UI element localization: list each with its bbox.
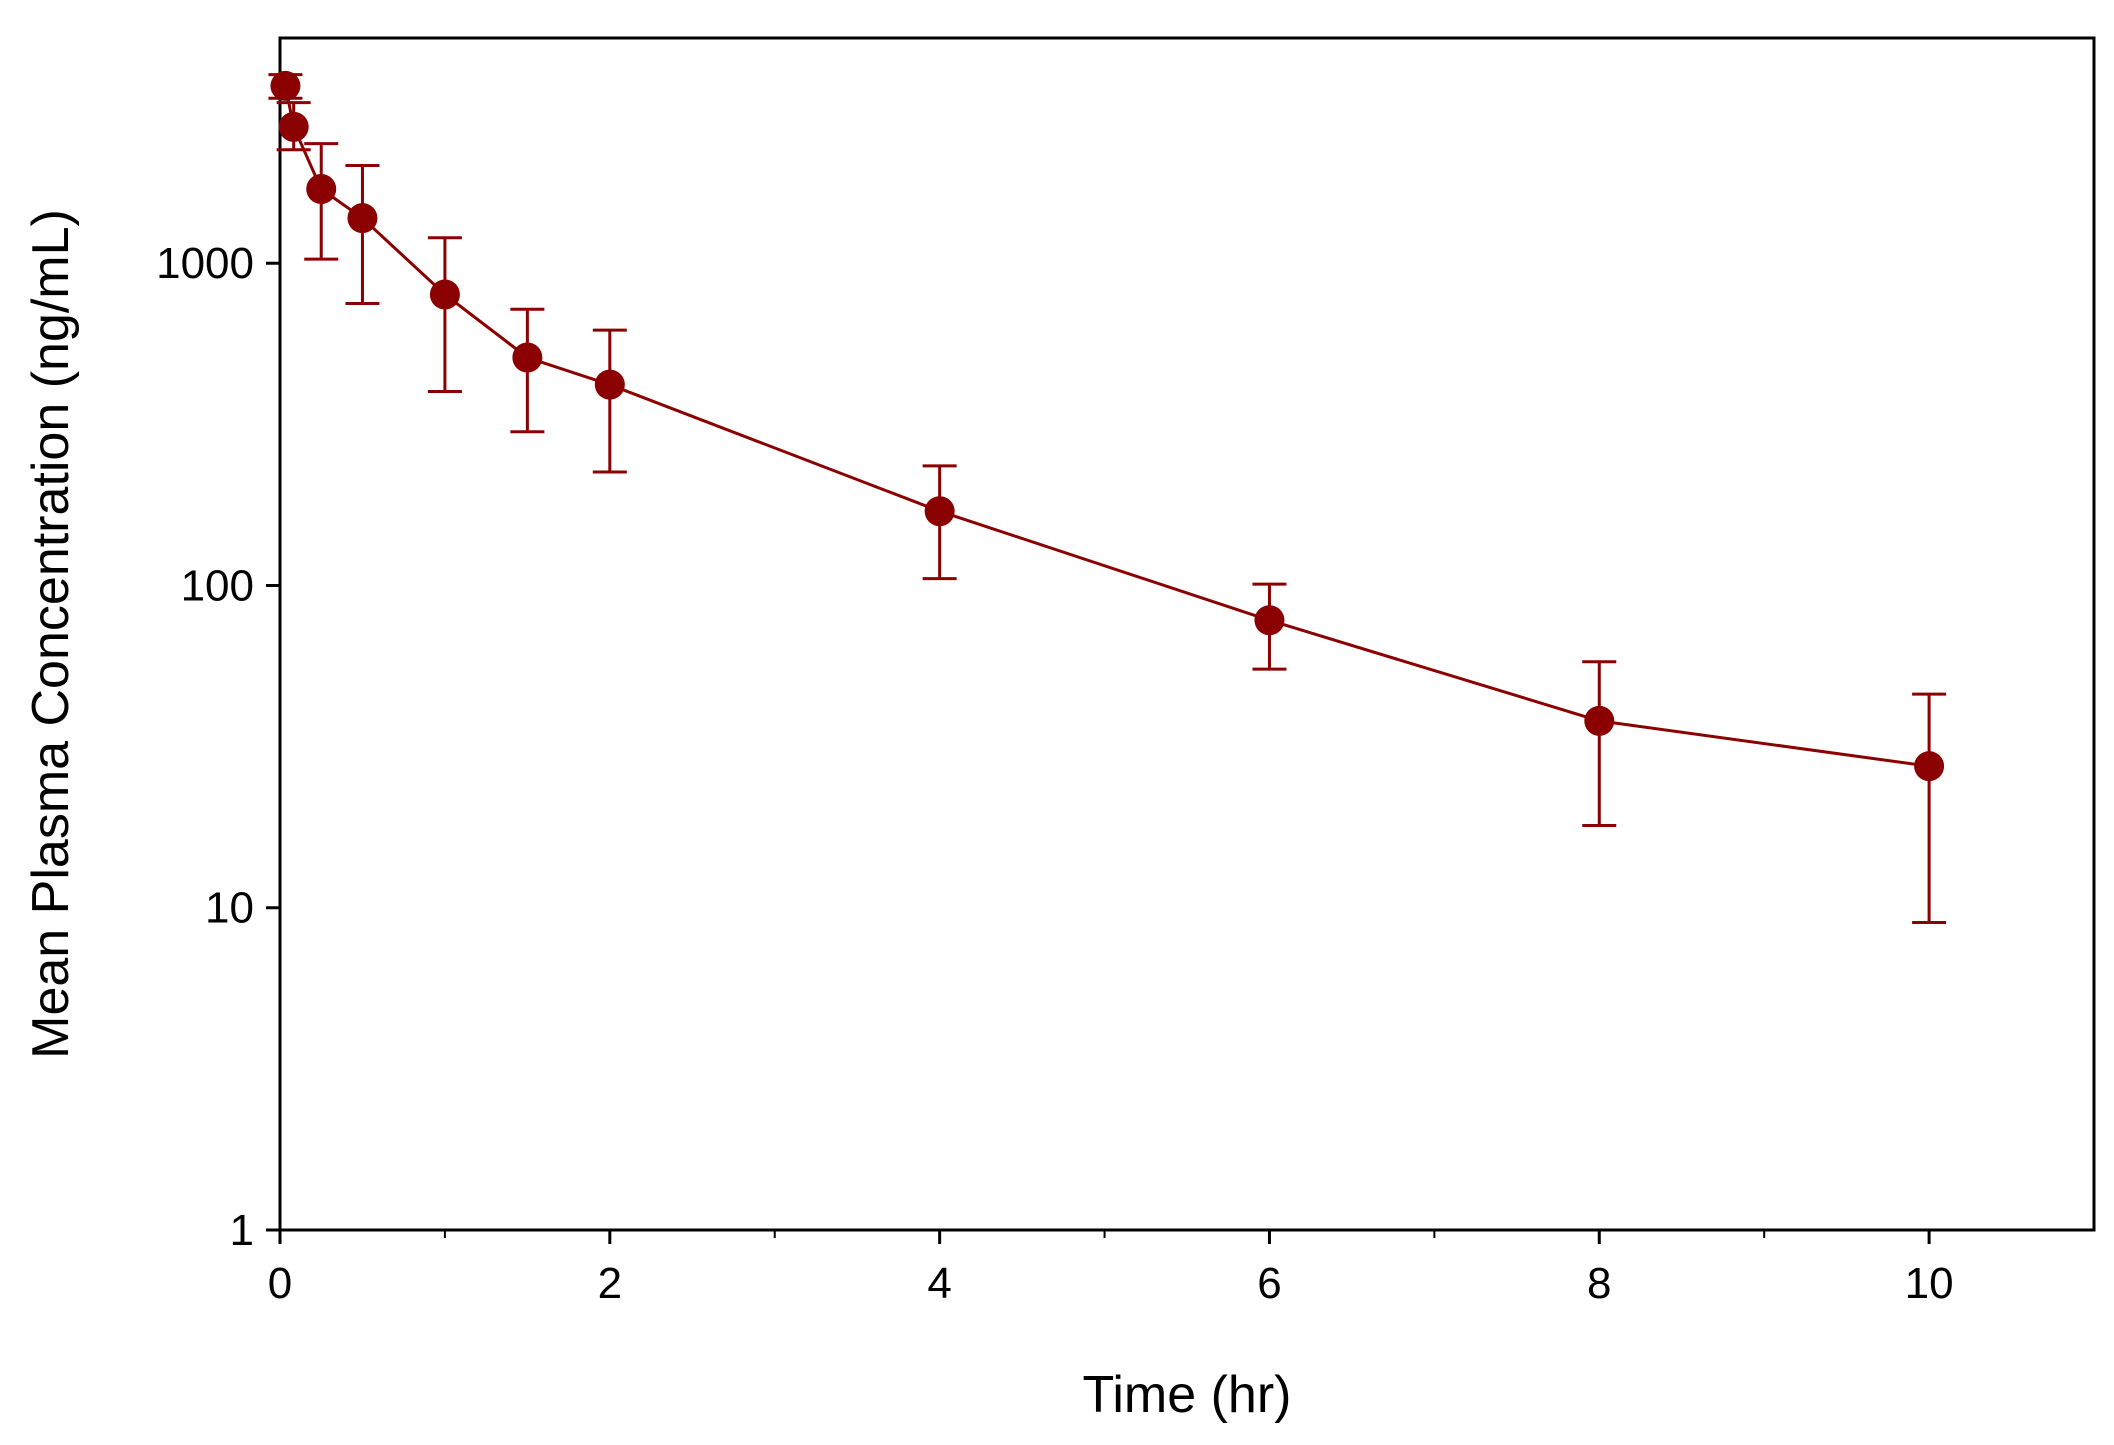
y-axis-title: Mean Plasma Concentration (ng/mL) [22, 209, 80, 1059]
x-tick-label: 4 [927, 1259, 951, 1308]
y-tick-label: 1000 [156, 239, 254, 288]
x-tick-label: 6 [1257, 1259, 1281, 1308]
y-axis: 1 10 100 1000 [156, 239, 280, 1255]
data-point [594, 369, 625, 400]
series-line [283, 85, 1930, 768]
data-point [278, 111, 309, 142]
x-tick-label: 2 [598, 1259, 622, 1308]
y-tick-label: 100 [181, 561, 254, 610]
data-point [1254, 605, 1285, 636]
data-point [306, 173, 337, 204]
plot-frame [278, 36, 2096, 1232]
x-tick-label: 10 [1905, 1259, 1954, 1308]
x-tick-label: 0 [268, 1259, 292, 1308]
data-point [512, 342, 543, 373]
data-point [270, 70, 301, 101]
series-layer [268, 70, 1947, 924]
data-point [924, 496, 955, 527]
x-axis-title: Time (hr) [1083, 1366, 1292, 1424]
data-point [1584, 705, 1615, 736]
y-tick-label: 10 [205, 884, 254, 933]
data-point [1914, 751, 1945, 782]
y-tick-label: 1 [230, 1206, 254, 1255]
data-point [347, 203, 378, 234]
x-axis: 0 2 4 6 8 10 [268, 1230, 1954, 1308]
data-point [429, 279, 460, 310]
x-tick-label: 8 [1587, 1259, 1611, 1308]
